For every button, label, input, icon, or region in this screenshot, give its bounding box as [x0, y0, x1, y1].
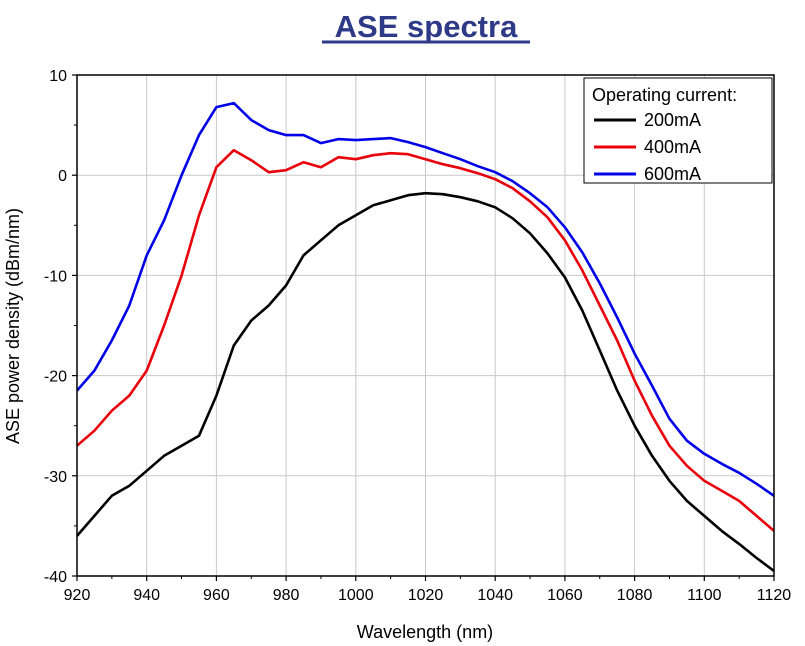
y-tick-label: -20 [44, 369, 67, 386]
legend-title: Operating current: [592, 85, 737, 105]
y-tick-label: -10 [44, 268, 67, 285]
legend-label-200mA: 200mA [644, 110, 701, 130]
x-tick-label: 980 [273, 587, 300, 604]
y-tick-label: 10 [49, 68, 67, 85]
legend-box [583, 77, 773, 184]
series-line-600mA [76, 101, 775, 497]
plot-area [76, 101, 775, 573]
x-tick-label: 1040 [477, 587, 513, 604]
series-line-400mA [76, 148, 775, 532]
axis-ticks: 920 940 960 980 1000 1020 1040 1060 1080 1100 1120… [44, 68, 791, 604]
x-tick-label: 1100 [687, 587, 722, 604]
x-tick-label: 940 [133, 587, 160, 604]
legend: Operating current: 200mA 400mA 600mA [583, 77, 773, 184]
x-tick-label: 1020 [408, 587, 444, 604]
legend-label-400mA: 400mA [644, 137, 701, 157]
chart-title: ASE spectra [335, 9, 518, 44]
y-tick-label: 0 [58, 168, 67, 185]
x-tick-label: 920 [64, 587, 91, 604]
series-line-200mA [76, 191, 775, 573]
x-tick-label: 1120 [757, 587, 792, 604]
x-tick-label: 1060 [547, 587, 583, 604]
x-tick-label: 1000 [338, 587, 374, 604]
y-tick-label: -40 [44, 569, 67, 586]
x-tick-label: 960 [203, 587, 230, 604]
x-axis-label: Wavelength (nm) [357, 622, 493, 642]
y-axis-label: ASE power density (dBm/nm) [3, 208, 23, 444]
y-tick-label: -30 [44, 469, 67, 486]
x-tick-label: 1080 [617, 587, 653, 604]
legend-label-600mA: 600mA [644, 164, 701, 184]
